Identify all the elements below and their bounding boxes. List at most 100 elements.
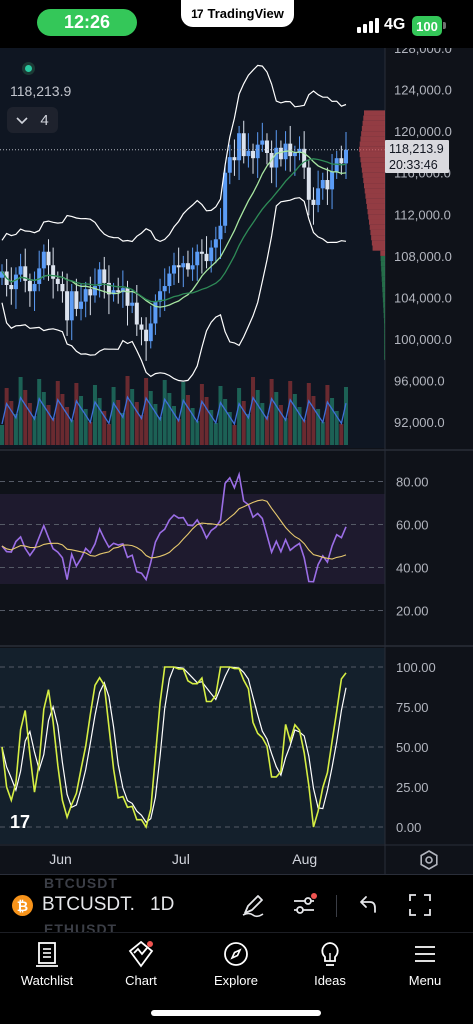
nav-explore[interactable]: Explore	[189, 939, 283, 988]
volume-bar	[18, 377, 23, 445]
candle-body	[65, 291, 70, 321]
candle-body	[134, 302, 139, 325]
volume-bar	[65, 407, 70, 445]
volume-profile-bar	[384, 344, 385, 350]
time-axis-label: Aug	[292, 851, 317, 867]
volume-bar	[116, 400, 121, 445]
candle-body	[195, 251, 200, 266]
volume-profile-bar	[361, 131, 385, 137]
volume-bar	[102, 411, 107, 445]
nav-chart[interactable]: Chart	[94, 939, 188, 988]
rsi-signal-line	[1, 499, 347, 560]
volume-bar	[334, 411, 339, 445]
candle-body	[339, 158, 344, 164]
stoch-pane	[0, 648, 385, 844]
chart-icon	[128, 940, 154, 968]
volume-ma-line	[1, 395, 347, 426]
volume-bar	[111, 387, 116, 445]
clock-pill[interactable]: 12:26	[37, 9, 137, 36]
bollinger-upper	[1, 64, 347, 243]
volume-profile-bar	[362, 120, 385, 126]
last-price-tag: 118,213.9 20:33:46	[385, 140, 449, 173]
volume-profile-bar	[366, 203, 385, 210]
undo-button[interactable]	[353, 891, 381, 919]
interval-selector[interactable]: 1D	[150, 894, 175, 915]
volume-bar	[9, 401, 14, 445]
volume-profile-bar	[361, 125, 385, 132]
volume-profile-bar	[383, 302, 385, 308]
lightbulb-icon	[321, 942, 339, 966]
battery-level: 100	[416, 18, 438, 34]
volume-profile-bar	[359, 151, 385, 158]
candle-body	[97, 269, 102, 287]
volume-profile-bar	[384, 328, 385, 334]
indicators-button[interactable]	[290, 891, 318, 919]
drawing-tool-button[interactable]	[239, 891, 267, 919]
candle-body	[306, 167, 311, 200]
chart-canvas[interactable]: 128,000.0124,000.0120,000.0116,000.0112,…	[0, 48, 473, 874]
volume-bar	[120, 413, 125, 445]
volume-bar	[199, 384, 204, 445]
volume-bar	[83, 409, 88, 445]
last-price-value: 118,213.9	[389, 142, 444, 156]
candle-body	[251, 150, 256, 159]
indicators-toggle-button[interactable]: 4	[7, 107, 58, 133]
volume-profile-bar	[383, 307, 385, 314]
stoch-axis-label: 0.00	[396, 820, 421, 835]
nav-ideas[interactable]: Ideas	[283, 939, 377, 988]
candle-body	[92, 286, 97, 296]
toolbar-divider	[336, 895, 337, 917]
candle-body	[204, 253, 209, 262]
candle-body	[88, 289, 93, 296]
volume-profile-bar	[371, 235, 385, 241]
volume-bar	[181, 382, 186, 445]
fullscreen-icon	[409, 894, 431, 916]
nav-menu[interactable]: Menu	[378, 939, 472, 988]
nav-label-menu: Menu	[408, 973, 442, 988]
volume-bar	[0, 425, 4, 445]
candle-body	[32, 283, 37, 292]
battery-tip	[443, 22, 446, 29]
rsi-axis-label: 40.00	[396, 561, 429, 576]
volume-bar	[4, 388, 9, 445]
candle-body	[232, 157, 237, 161]
volume-profile-bar	[363, 177, 385, 184]
volume-bar	[297, 407, 302, 445]
price-axis-label: 92,000.0	[394, 415, 445, 430]
price-axis-label: 96,000.0	[394, 374, 445, 389]
candle-body	[311, 199, 316, 205]
volume-profile-bar	[361, 167, 385, 173]
volume-profile-bar	[364, 188, 385, 194]
bar-countdown: 20:33:46	[389, 158, 438, 172]
volume-bar	[23, 390, 28, 445]
symbol-selector[interactable]: BTCUSDT.	[42, 894, 135, 915]
volume-profile-bar	[384, 323, 385, 329]
volume-bar	[302, 420, 307, 445]
volume-bar	[88, 422, 93, 445]
fullscreen-button[interactable]	[406, 891, 434, 919]
app-indicator-pill[interactable]: 17 TradingView	[181, 0, 294, 27]
tradingview-logo-icon: 17	[191, 6, 203, 21]
chart-settings-button[interactable]	[418, 849, 440, 871]
volume-profile-bar	[384, 349, 385, 355]
candle-body	[172, 265, 176, 274]
volume-bar	[255, 390, 260, 445]
candle-body	[325, 180, 330, 190]
candle-body	[190, 265, 195, 270]
price-axis-label: 104,000.0	[394, 290, 452, 305]
candle-body	[330, 171, 335, 190]
volume-bar	[195, 421, 200, 445]
symbol-toolbar: BTCUSDT ETHUSDT ₿ BTCUSDT. 1D	[0, 874, 473, 937]
ghost-symbol-above: BTCUSDT	[44, 875, 118, 891]
candle-body	[255, 144, 260, 159]
app-pill-label: TradingView	[207, 6, 284, 21]
volume-profile-bar	[381, 266, 385, 272]
volume-bar	[13, 414, 18, 445]
chevron-down-icon	[16, 114, 28, 126]
clock-time: 12:26	[63, 12, 111, 32]
volume-bar	[311, 396, 316, 445]
nav-watchlist[interactable]: Watchlist	[0, 939, 94, 988]
candle-body	[167, 273, 172, 287]
volume-profile-bar	[382, 297, 385, 303]
candle-body	[125, 288, 130, 306]
